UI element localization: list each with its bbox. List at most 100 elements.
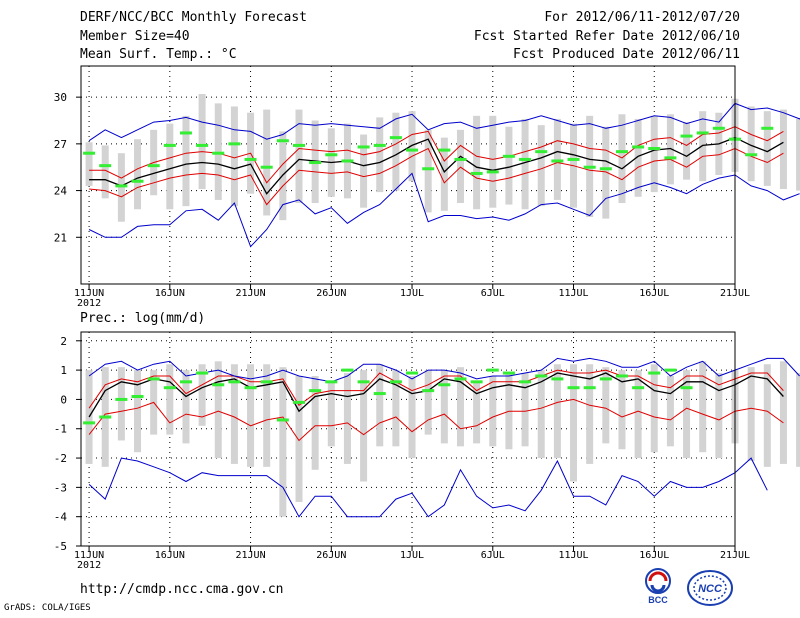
ncc-logo-text: NCC — [698, 583, 723, 595]
x-tick-label: 11JUN — [74, 288, 104, 299]
x-tick-sublabel: 2012 — [77, 298, 101, 309]
x-tick-label: 26JUN — [316, 288, 346, 299]
observed-marker — [712, 126, 725, 130]
y-tick-label: 27 — [54, 138, 67, 151]
observed-marker — [519, 157, 532, 161]
observed-marker — [260, 380, 273, 384]
x-tick-label: 11JUL — [558, 288, 588, 299]
spread-box — [198, 364, 206, 426]
spread-box — [134, 370, 142, 453]
spread-box — [699, 361, 707, 453]
spread-box — [683, 122, 691, 180]
observed-marker — [486, 170, 499, 174]
observed-marker — [341, 368, 354, 372]
observed-marker — [745, 153, 758, 157]
observed-marker — [179, 380, 192, 384]
spread-box — [779, 109, 787, 190]
x-tick-label: 26JUN — [316, 550, 346, 561]
y-tick-label: -3 — [54, 481, 67, 494]
x-tick-label: 11JUN — [74, 550, 104, 561]
chart-title: DERF/NCC/BCC Monthly Forecast — [80, 10, 307, 25]
y-tick-label: 0 — [60, 393, 67, 406]
y-tick-label: 1 — [60, 364, 67, 377]
observed-marker — [131, 394, 144, 398]
spread-box — [408, 375, 416, 459]
observed-marker — [131, 179, 144, 183]
spread-box — [166, 123, 174, 210]
spread-box — [392, 370, 400, 447]
spread-box — [230, 106, 238, 207]
spread-box — [796, 118, 800, 191]
spread-box — [763, 364, 771, 467]
spread-box — [634, 118, 642, 197]
observed-marker — [309, 389, 322, 393]
observed-marker — [438, 383, 451, 387]
spread-box — [198, 94, 206, 190]
y-tick-label: 2 — [60, 335, 67, 348]
observed-marker — [535, 374, 548, 378]
observed-marker — [583, 165, 596, 169]
spread-box — [182, 370, 190, 444]
x-tick-label: 21JUL — [720, 288, 750, 299]
observed-marker — [406, 371, 419, 375]
spread-box — [650, 364, 658, 453]
spread-box — [683, 370, 691, 459]
observed-marker — [632, 145, 645, 149]
spread-box — [456, 129, 464, 204]
observed-marker — [163, 386, 176, 390]
observed-marker — [599, 377, 612, 381]
source-url[interactable]: http://cmdp.ncc.cma.gov.cn — [80, 582, 284, 597]
observed-marker — [325, 153, 338, 157]
spread-box — [424, 370, 432, 435]
forecast-started-label: Fcst Started Refer Date 2012/06/10 — [473, 29, 740, 44]
observed-marker — [470, 380, 483, 384]
observed-marker — [212, 383, 225, 387]
spread-box — [295, 109, 303, 204]
variable-label: Mean Surf. Temp.: °C — [80, 47, 237, 62]
spread-box — [392, 112, 400, 191]
spread-box — [263, 109, 271, 216]
grads-credit: GrADS: COLA/IGES — [4, 603, 91, 613]
spread-box — [521, 118, 529, 210]
spread-box — [489, 115, 497, 208]
observed-marker — [341, 159, 354, 163]
y-tick-label: -4 — [54, 511, 68, 524]
observed-marker — [664, 368, 677, 372]
observed-marker — [293, 143, 305, 147]
y-tick-label: -2 — [54, 452, 67, 465]
spread-box — [247, 364, 255, 467]
series-line-lower-spread — [89, 147, 784, 206]
observed-marker — [244, 157, 257, 161]
observed-marker — [147, 164, 160, 168]
spread-box — [408, 111, 416, 182]
bcc-logo-text: BCC — [648, 595, 668, 605]
observed-marker — [260, 165, 273, 169]
observed-marker — [389, 136, 402, 140]
spread-box — [440, 370, 448, 444]
observed-marker — [179, 131, 192, 135]
spread-box — [376, 117, 384, 193]
ncc-logo: NCC — [687, 570, 733, 606]
spread-box — [553, 118, 561, 200]
spread-box — [134, 139, 142, 210]
spread-box — [699, 111, 707, 182]
observed-marker — [276, 139, 289, 143]
series-line-ensemble-min — [88, 172, 800, 248]
spread-box — [279, 367, 287, 517]
observed-marker — [228, 380, 241, 384]
spread-box — [117, 367, 125, 441]
series-line-ensemble-mean — [89, 136, 784, 195]
spread-box — [586, 364, 594, 464]
spread-box — [101, 145, 109, 199]
observed-marker — [567, 157, 580, 161]
spread-box — [618, 114, 626, 204]
observed-marker — [357, 145, 370, 149]
spread-box — [182, 115, 190, 207]
observed-marker — [228, 142, 241, 146]
x-tick-label: 21JUN — [236, 288, 266, 299]
spread-box — [85, 370, 93, 464]
observed-marker — [147, 377, 160, 381]
spread-box — [537, 370, 545, 459]
